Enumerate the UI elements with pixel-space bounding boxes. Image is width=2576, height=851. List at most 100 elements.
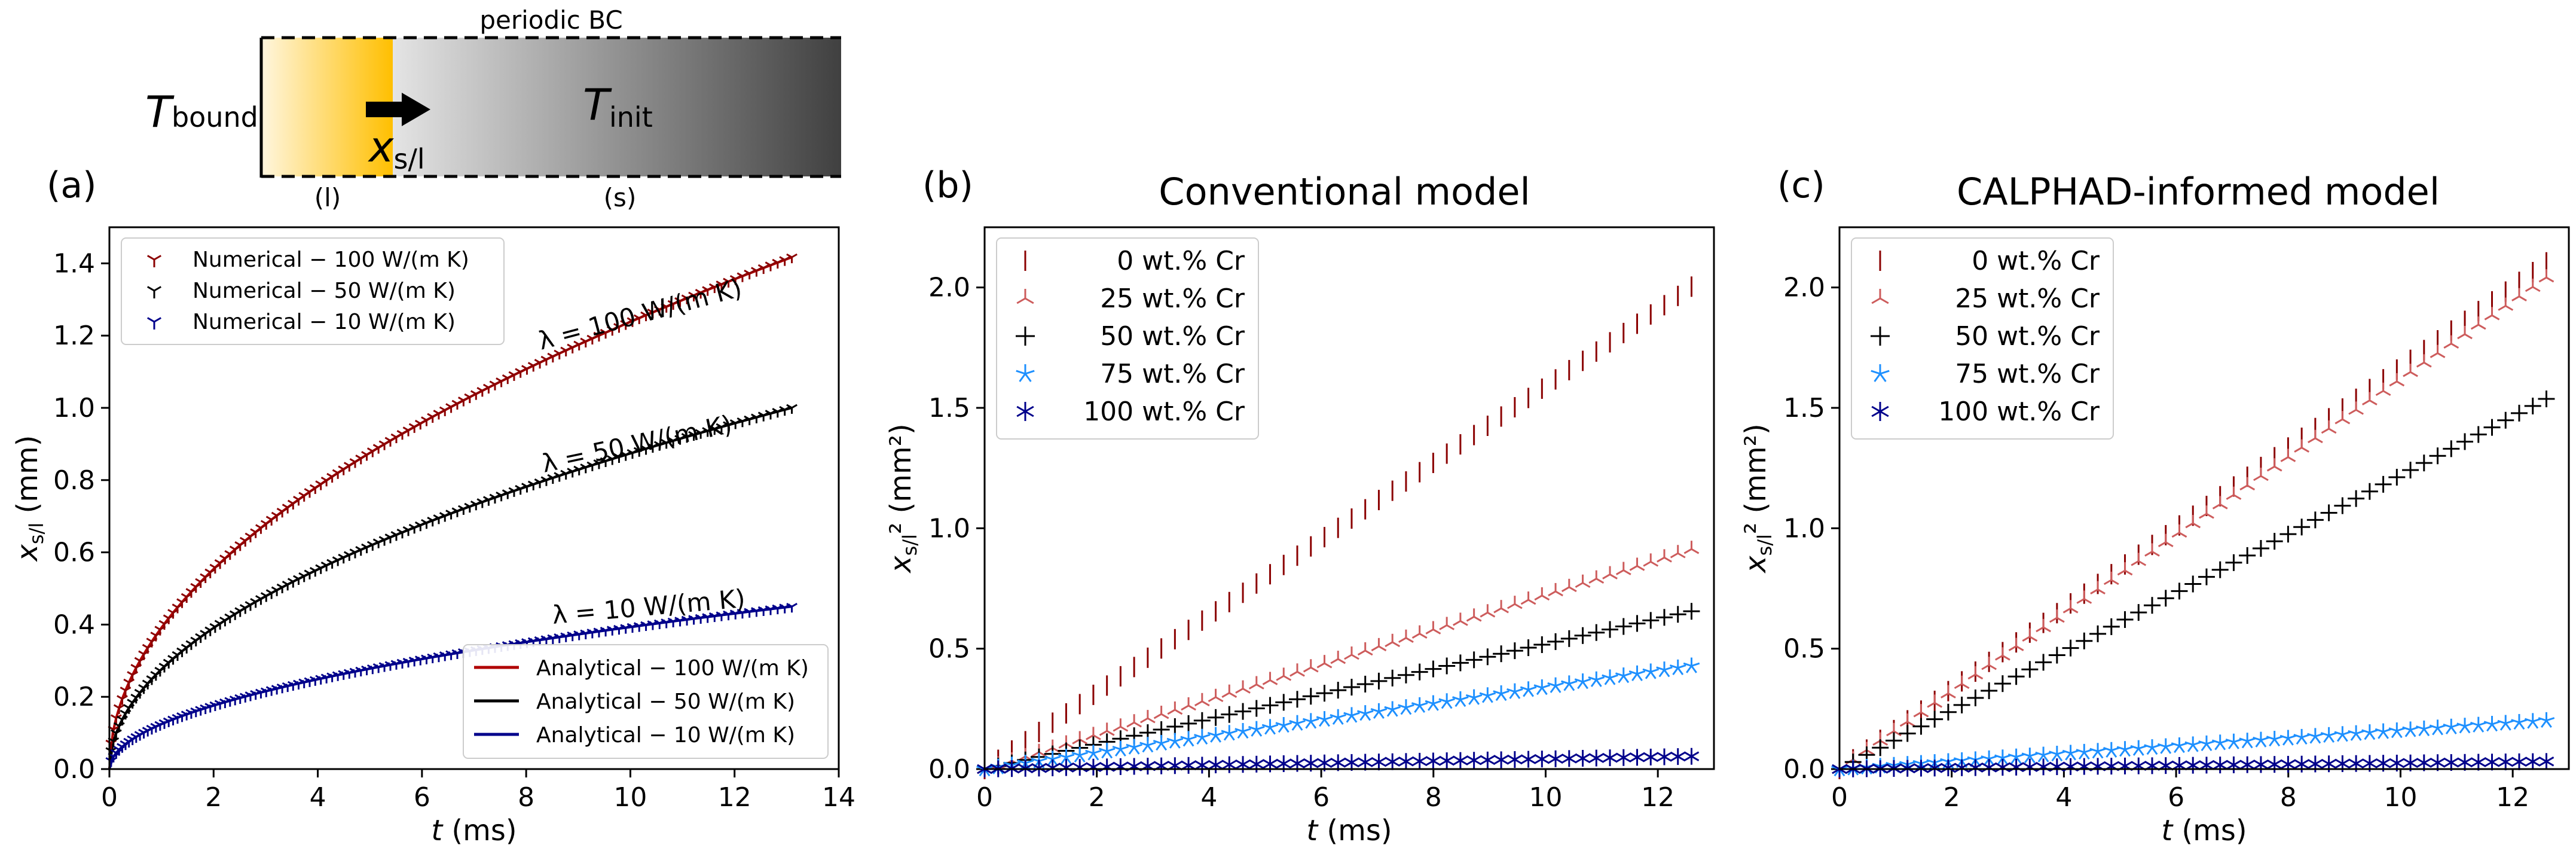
point-c-4 — [2131, 757, 2147, 774]
point-c-2 — [2021, 661, 2039, 678]
point-c-2 — [2103, 618, 2120, 635]
point-c-1 — [2294, 439, 2310, 453]
point-c-2 — [2211, 561, 2229, 578]
x-tick-label: 2 — [205, 782, 222, 813]
numerical-point-0 — [402, 426, 414, 437]
annotation-100: λ = 100 W/(m K) — [535, 273, 745, 356]
y-tick-label: 2.0 — [1783, 273, 1825, 303]
point-c-2 — [1926, 710, 1944, 728]
point-b-1 — [1534, 587, 1550, 601]
legend-c: 0 wt.% Cr 25 wt.% Cr 50 wt.% Cr 75 wt.% … — [1851, 237, 2114, 440]
point-b-3 — [1194, 728, 1211, 745]
numerical-point-0 — [482, 383, 494, 394]
y-tick-label: 1.5 — [928, 393, 970, 423]
point-c-2 — [2279, 526, 2297, 543]
numerical-point-2 — [786, 602, 797, 613]
point-b-4 — [1385, 753, 1401, 770]
point-b-4 — [1493, 751, 1509, 768]
point-b-3 — [1275, 717, 1292, 733]
numerical-point-0 — [757, 264, 769, 274]
point-c-4 — [2470, 754, 2486, 771]
liquid-label: (l) — [314, 183, 341, 212]
point-c-2 — [2144, 597, 2161, 614]
point-b-4 — [1561, 750, 1577, 767]
point-c-4 — [2498, 754, 2514, 771]
point-b-2 — [1234, 703, 1252, 720]
point-c-2 — [2048, 646, 2065, 664]
numerical-point-0 — [271, 511, 283, 522]
point-c-3 — [2388, 722, 2406, 739]
numerical-point-0 — [113, 704, 125, 714]
point-c-3 — [2062, 745, 2079, 761]
legend-b: 0 wt.% Cr 25 wt.% Cr 50 wt.% Cr 75 wt.% … — [996, 237, 1259, 440]
point-b-3 — [1628, 665, 1646, 681]
point-c-4 — [2239, 756, 2256, 773]
panel-c: (c) CALPHAD-informed model 0 2 4 6 8 10 120.00… — [1739, 164, 2570, 847]
panel-label-a: (a) — [47, 164, 97, 206]
point-b-2 — [1248, 700, 1265, 717]
y-tick-label: 0.2 — [53, 682, 95, 712]
point-b-1 — [1439, 617, 1455, 630]
point-c-1 — [2226, 486, 2242, 500]
x-tick-label: 2 — [1944, 782, 1960, 813]
point-b-3 — [1425, 695, 1442, 711]
point-b-1 — [1344, 646, 1359, 660]
point-c-2 — [2007, 668, 2025, 685]
point-b-4 — [1371, 754, 1387, 771]
point-c-2 — [2239, 547, 2256, 564]
x-tick-label: 12 — [718, 782, 751, 813]
point-b-1 — [1493, 600, 1509, 614]
point-b-3 — [1561, 675, 1578, 691]
numerical-point-0 — [786, 253, 797, 264]
legend-numerical: Numerical − 100 W/(m K) Numerical − 50 W… — [121, 237, 505, 345]
y-tick-label: 1.4 — [53, 248, 95, 279]
point-b-1 — [1153, 706, 1169, 719]
legend-numerical-marker-2 — [146, 317, 162, 330]
point-b-1 — [1330, 651, 1346, 664]
point-b-1 — [1235, 680, 1251, 694]
legend-marker-b-4 — [1016, 402, 1034, 421]
panel-b-ylabel: xs/l² (mm²) — [884, 423, 921, 574]
point-c-2 — [1885, 732, 1902, 749]
point-c-4 — [1954, 759, 1970, 776]
point-b-2 — [1547, 633, 1564, 650]
point-b-1 — [1670, 545, 1686, 559]
point-b-3 — [1234, 722, 1251, 739]
front-arrow-shaft — [366, 102, 403, 117]
point-c-3 — [2497, 715, 2514, 731]
point-b-1 — [1398, 629, 1414, 643]
y-tick-label: 0.5 — [928, 634, 970, 664]
point-b-4 — [1235, 756, 1251, 773]
point-b-4 — [1534, 751, 1550, 768]
point-b-2 — [1506, 642, 1523, 660]
point-c-1 — [2280, 449, 2296, 462]
x-tick-label: 10 — [1529, 782, 1562, 813]
point-b-4 — [1548, 750, 1563, 767]
point-c-2 — [1953, 696, 1970, 713]
point-c-4 — [1995, 759, 2010, 776]
point-c-4 — [2144, 757, 2160, 774]
point-b-3 — [1507, 683, 1523, 699]
point-b-3 — [1085, 745, 1102, 761]
numerical-point-0 — [332, 469, 344, 479]
panel-c-ticks: 0 2 4 6 8 10 12 0.0 0.5 1.0 1.5 2.0 — [1783, 273, 2529, 813]
panel-a-ticks: 0 2 4 6 8 10 12 14 0.0 0.2 0.4 0.6 0.8 1.0 1.2 1.4 — [53, 248, 855, 813]
point-b-2 — [1588, 624, 1605, 641]
point-c-4 — [2294, 755, 2310, 773]
point-c-2 — [1981, 682, 1998, 700]
point-c-3 — [2225, 733, 2242, 749]
point-b-4 — [1439, 752, 1455, 770]
periodic-bc-label: periodic BC — [479, 5, 622, 35]
point-b-2 — [1533, 636, 1551, 653]
y-tick-label: 0.5 — [1783, 634, 1825, 664]
point-c-3 — [2116, 741, 2134, 757]
numerical-point-0 — [560, 346, 572, 356]
numerical-point-0 — [309, 484, 321, 494]
point-b-1 — [1221, 684, 1237, 698]
point-b-2 — [1356, 675, 1374, 693]
point-c-4 — [2443, 754, 2459, 771]
legend-b-100: 100 wt.% Cr — [1083, 396, 1245, 427]
point-c-2 — [2320, 504, 2337, 521]
panel-a: (a) 0 2 4 6 8 10 12 140.00.20.40.60.81.01.21.4 … — [11, 164, 855, 847]
point-c-4 — [2008, 758, 2024, 776]
